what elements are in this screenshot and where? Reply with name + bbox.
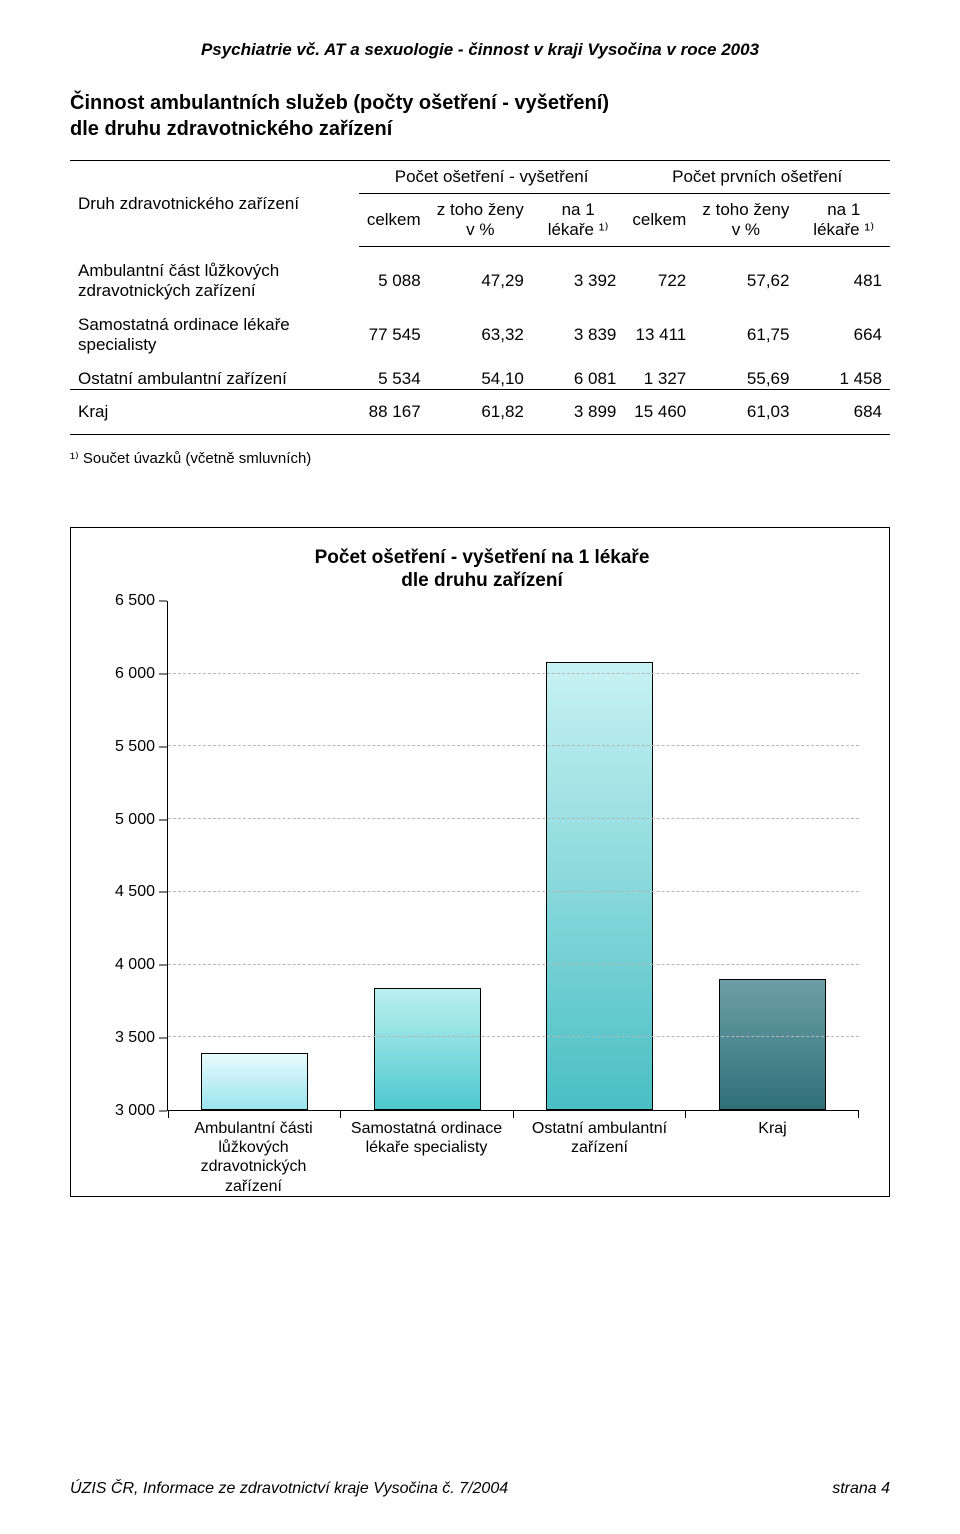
table-row-label: Ostatní ambulantní zařízení: [70, 355, 359, 390]
chart-title-line1: Počet ošetření - vyšetření na 1 lékaře: [315, 547, 650, 568]
table-row: Ostatní ambulantní zařízení 5 534 54,10 …: [70, 355, 890, 390]
chart-x-label: Samostatná ordinace lékaře specialisty: [340, 1119, 513, 1196]
table-cell: 3 839: [532, 301, 625, 355]
chart-bar: [719, 979, 826, 1110]
chart-y-tick-label: 3 500: [115, 1029, 155, 1047]
table-cell: 5 088: [359, 247, 429, 301]
document-header: Psychiatrie vč. AT a sexuologie - činnos…: [70, 40, 890, 60]
chart-gridline: [168, 745, 859, 746]
chart-bar-slot: [686, 601, 859, 1110]
chart-y-tick-label: 3 000: [115, 1102, 155, 1120]
chart-y-tick-label: 4 000: [115, 956, 155, 974]
table-sub-header: na 1 lékaře ¹⁾: [532, 194, 625, 247]
table-cell: 55,69: [694, 355, 797, 390]
chart-y-tick-mark: [159, 819, 167, 820]
chart-y-axis: 3 0003 5004 0004 5005 0005 5006 0006 500: [105, 601, 167, 1111]
table-sub-header: celkem: [624, 194, 694, 247]
data-table: Druh zdravotnického zařízení Počet ošetř…: [70, 160, 890, 435]
table-cell: 47,29: [429, 247, 532, 301]
section-title: Činnost ambulantních služeb (počty ošetř…: [70, 90, 890, 142]
chart-y-tick-mark: [159, 601, 167, 602]
bar-chart: Počet ošetření - vyšetření na 1 lékaře d…: [70, 527, 890, 1197]
table-cell: 3 899: [532, 389, 625, 434]
chart-y-tick-mark: [159, 746, 167, 747]
table-cell: 88 167: [359, 389, 429, 434]
table-cell: 684: [797, 389, 890, 434]
table-group-header-0: Počet ošetření - vyšetření: [359, 161, 625, 194]
chart-x-axis-labels: Ambulantní části lůžkových zdravotnickýc…: [167, 1119, 859, 1196]
table-sub-header: na 1 lékaře ¹⁾: [797, 194, 890, 247]
chart-y-tick-label: 4 500: [115, 883, 155, 901]
footer-right: strana 4: [832, 1480, 890, 1498]
chart-bar: [201, 1053, 308, 1110]
chart-y-tick-label: 5 000: [115, 811, 155, 829]
table-total-label: Kraj: [70, 389, 359, 434]
table-cell: 1 458: [797, 355, 890, 390]
table-row: Ambulantní část lůžkových zdravotnických…: [70, 247, 890, 301]
table-cell: 61,03: [694, 389, 797, 434]
chart-bar-slot: [514, 601, 687, 1110]
chart-y-tick-label: 6 500: [115, 592, 155, 610]
chart-y-tick-label: 6 000: [115, 665, 155, 683]
chart-x-tick: [685, 1110, 686, 1118]
table-cell: 13 411: [624, 301, 694, 355]
chart-gridline: [168, 964, 859, 965]
chart-x-label: Kraj: [686, 1119, 859, 1196]
chart-gridline: [168, 891, 859, 892]
table-cell: 664: [797, 301, 890, 355]
chart-y-tick-mark: [159, 965, 167, 966]
chart-y-tick-mark: [159, 892, 167, 893]
table-sub-header: z toho ženy v %: [694, 194, 797, 247]
table-sub-header: z toho ženy v %: [429, 194, 532, 247]
table-sub-header: celkem: [359, 194, 429, 247]
chart-gridline: [168, 818, 859, 819]
table-cell: 6 081: [532, 355, 625, 390]
table-row-label: Samostatná ordinace lékaře specialisty: [70, 301, 359, 355]
chart-y-tick-label: 5 500: [115, 738, 155, 756]
chart-y-tick-mark: [159, 1038, 167, 1039]
section-title-line1: Činnost ambulantních služeb (počty ošetř…: [70, 92, 609, 114]
table-cell: 5 534: [359, 355, 429, 390]
chart-x-tick: [513, 1110, 514, 1118]
chart-title-line2: dle druhu zařízení: [401, 570, 563, 591]
chart-x-label: Ostatní ambulantní zařízení: [513, 1119, 686, 1196]
section-title-line2: dle druhu zdravotnického zařízení: [70, 118, 392, 140]
table-total-row: Kraj 88 167 61,82 3 899 15 460 61,03 684: [70, 389, 890, 434]
table-row: Samostatná ordinace lékaře specialisty 7…: [70, 301, 890, 355]
chart-gridline: [168, 673, 859, 674]
table-cell: 57,62: [694, 247, 797, 301]
table-cell: 1 327: [624, 355, 694, 390]
chart-title: Počet ošetření - vyšetření na 1 lékaře d…: [105, 546, 859, 594]
chart-x-tick: [858, 1110, 859, 1118]
footer-left: ÚZIS ČR, Informace ze zdravotnictví kraj…: [70, 1480, 508, 1498]
table-stub-header: Druh zdravotnického zařízení: [70, 161, 359, 247]
table-row-label: Ambulantní část lůžkových zdravotnických…: [70, 247, 359, 301]
chart-x-label: Ambulantní části lůžkových zdravotnickýc…: [167, 1119, 340, 1196]
table-cell: 481: [797, 247, 890, 301]
chart-x-tick: [340, 1110, 341, 1118]
chart-gridline: [168, 1036, 859, 1037]
table-cell: 15 460: [624, 389, 694, 434]
chart-y-tick-mark: [159, 1111, 167, 1112]
chart-bar: [374, 988, 481, 1110]
table-cell: 77 545: [359, 301, 429, 355]
table-group-header-1: Počet prvních ošetření: [624, 161, 890, 194]
chart-x-tick: [168, 1110, 169, 1118]
table-footnote: ¹⁾ Součet úvazků (včetně smluvních): [70, 449, 890, 467]
table-cell: 54,10: [429, 355, 532, 390]
table-cell: 63,32: [429, 301, 532, 355]
chart-bar-slot: [341, 601, 514, 1110]
chart-bar-slot: [168, 601, 341, 1110]
chart-y-tick-mark: [159, 673, 167, 674]
page-footer: ÚZIS ČR, Informace ze zdravotnictví kraj…: [70, 1480, 890, 1498]
table-cell: 3 392: [532, 247, 625, 301]
chart-bar: [546, 662, 653, 1110]
table-cell: 722: [624, 247, 694, 301]
chart-plot-area: [167, 601, 859, 1111]
table-cell: 61,82: [429, 389, 532, 434]
table-cell: 61,75: [694, 301, 797, 355]
